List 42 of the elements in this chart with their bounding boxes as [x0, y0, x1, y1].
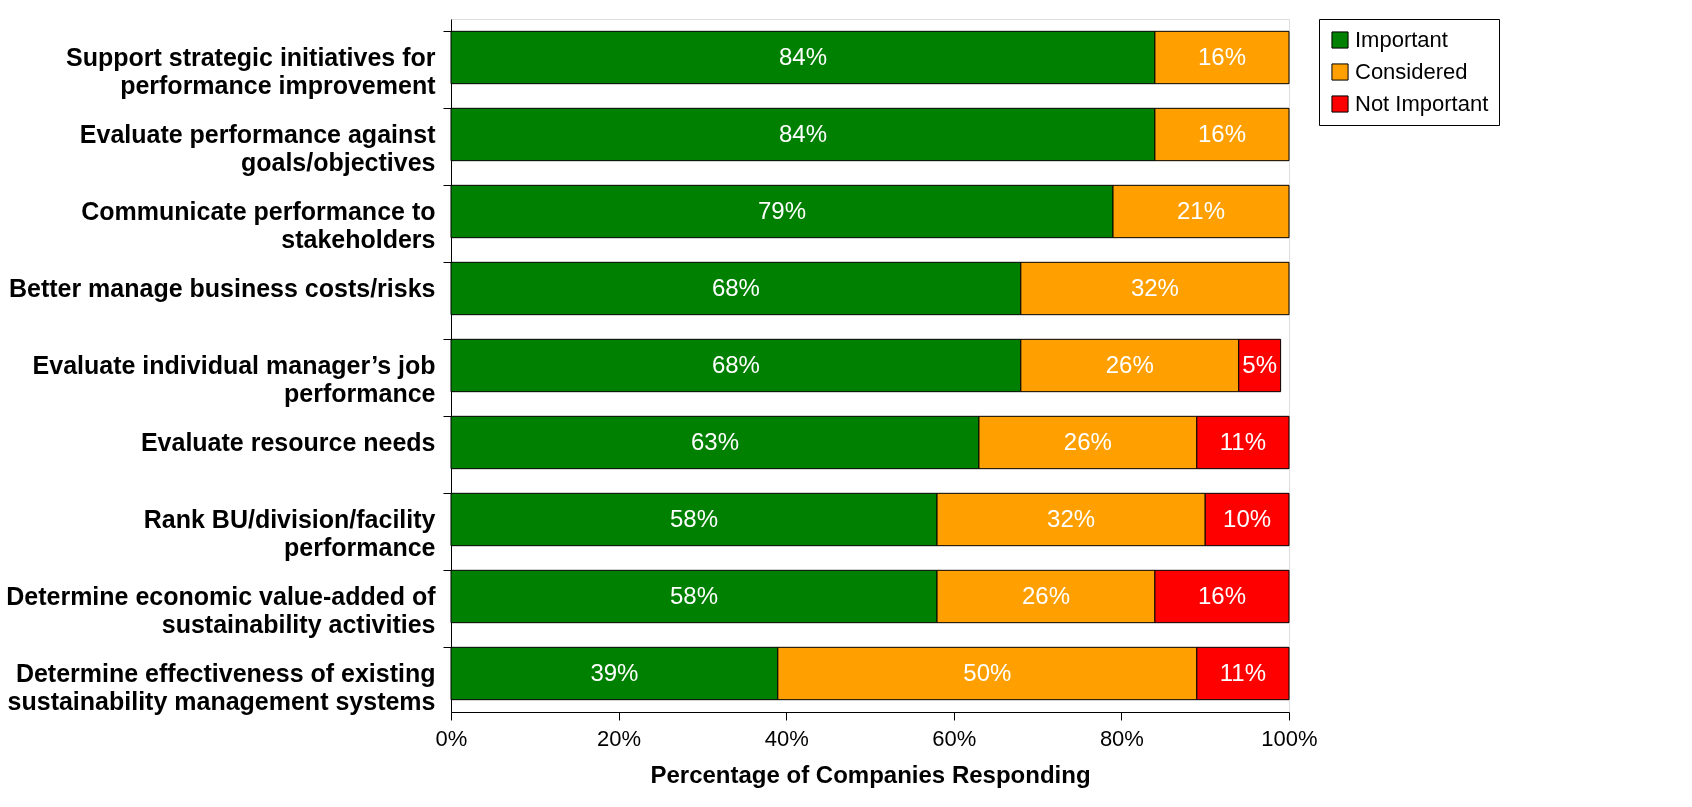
data-label: 21%	[1176, 196, 1226, 224]
y-tick-label: Determine economic value-added of sustainability activities	[6, 581, 437, 638]
data-label: 5%	[1242, 350, 1278, 378]
data-label: 26%	[1063, 427, 1112, 455]
data-label: 16%	[1197, 42, 1246, 70]
x-tick-label: 0%	[435, 725, 468, 751]
data-label: 84%	[778, 42, 827, 70]
data-label: 79%	[757, 196, 807, 224]
data-label: 11%	[1219, 658, 1267, 686]
y-tick-label: Rank BU/division/facility performance	[143, 504, 436, 561]
x-tick-label: 100%	[1261, 725, 1318, 751]
x-axis-title: Percentage of Companies Responding	[650, 760, 1091, 788]
x-tick-label: 80%	[1099, 725, 1144, 751]
x-tick-label: 60%	[932, 725, 977, 751]
legend-label: Considered	[1355, 59, 1468, 84]
data-label: 84%	[778, 119, 827, 147]
data-label: 16%	[1197, 119, 1246, 147]
data-label: 63%	[690, 427, 739, 455]
data-label: 58%	[670, 581, 719, 609]
y-tick-label: Determine effectiveness of existing sustainability management systems	[7, 658, 436, 715]
data-label: 32%	[1130, 273, 1179, 301]
data-label: 32%	[1047, 504, 1096, 532]
data-label: 10%	[1223, 504, 1272, 532]
legend-label: Not Important	[1355, 91, 1489, 116]
legend-label: Important	[1355, 27, 1448, 52]
x-tick-label: 20%	[597, 725, 642, 751]
data-label: 11%	[1219, 427, 1267, 455]
y-tick-label: Evaluate individual manager’s job performance	[32, 350, 436, 407]
y-tick-label: Support strategic initiatives for performance improvement	[65, 42, 437, 99]
data-label: 26%	[1021, 581, 1070, 609]
x-tick-label: 40%	[764, 725, 809, 751]
data-label: 58%	[670, 504, 719, 532]
data-label: 16%	[1197, 581, 1246, 609]
data-label: 68%	[711, 273, 760, 301]
y-tick-label: Evaluate performance against goals/objectives	[79, 119, 437, 176]
data-label: 50%	[963, 658, 1012, 686]
y-tick-label: Better manage business costs/risks	[8, 273, 436, 302]
y-tick-label: Evaluate resource needs	[140, 427, 436, 456]
data-label: 39%	[590, 658, 639, 686]
data-label: 68%	[711, 350, 760, 378]
data-label: 26%	[1105, 350, 1154, 378]
y-tick-label: Communicate performance to stakeholders	[81, 196, 436, 253]
